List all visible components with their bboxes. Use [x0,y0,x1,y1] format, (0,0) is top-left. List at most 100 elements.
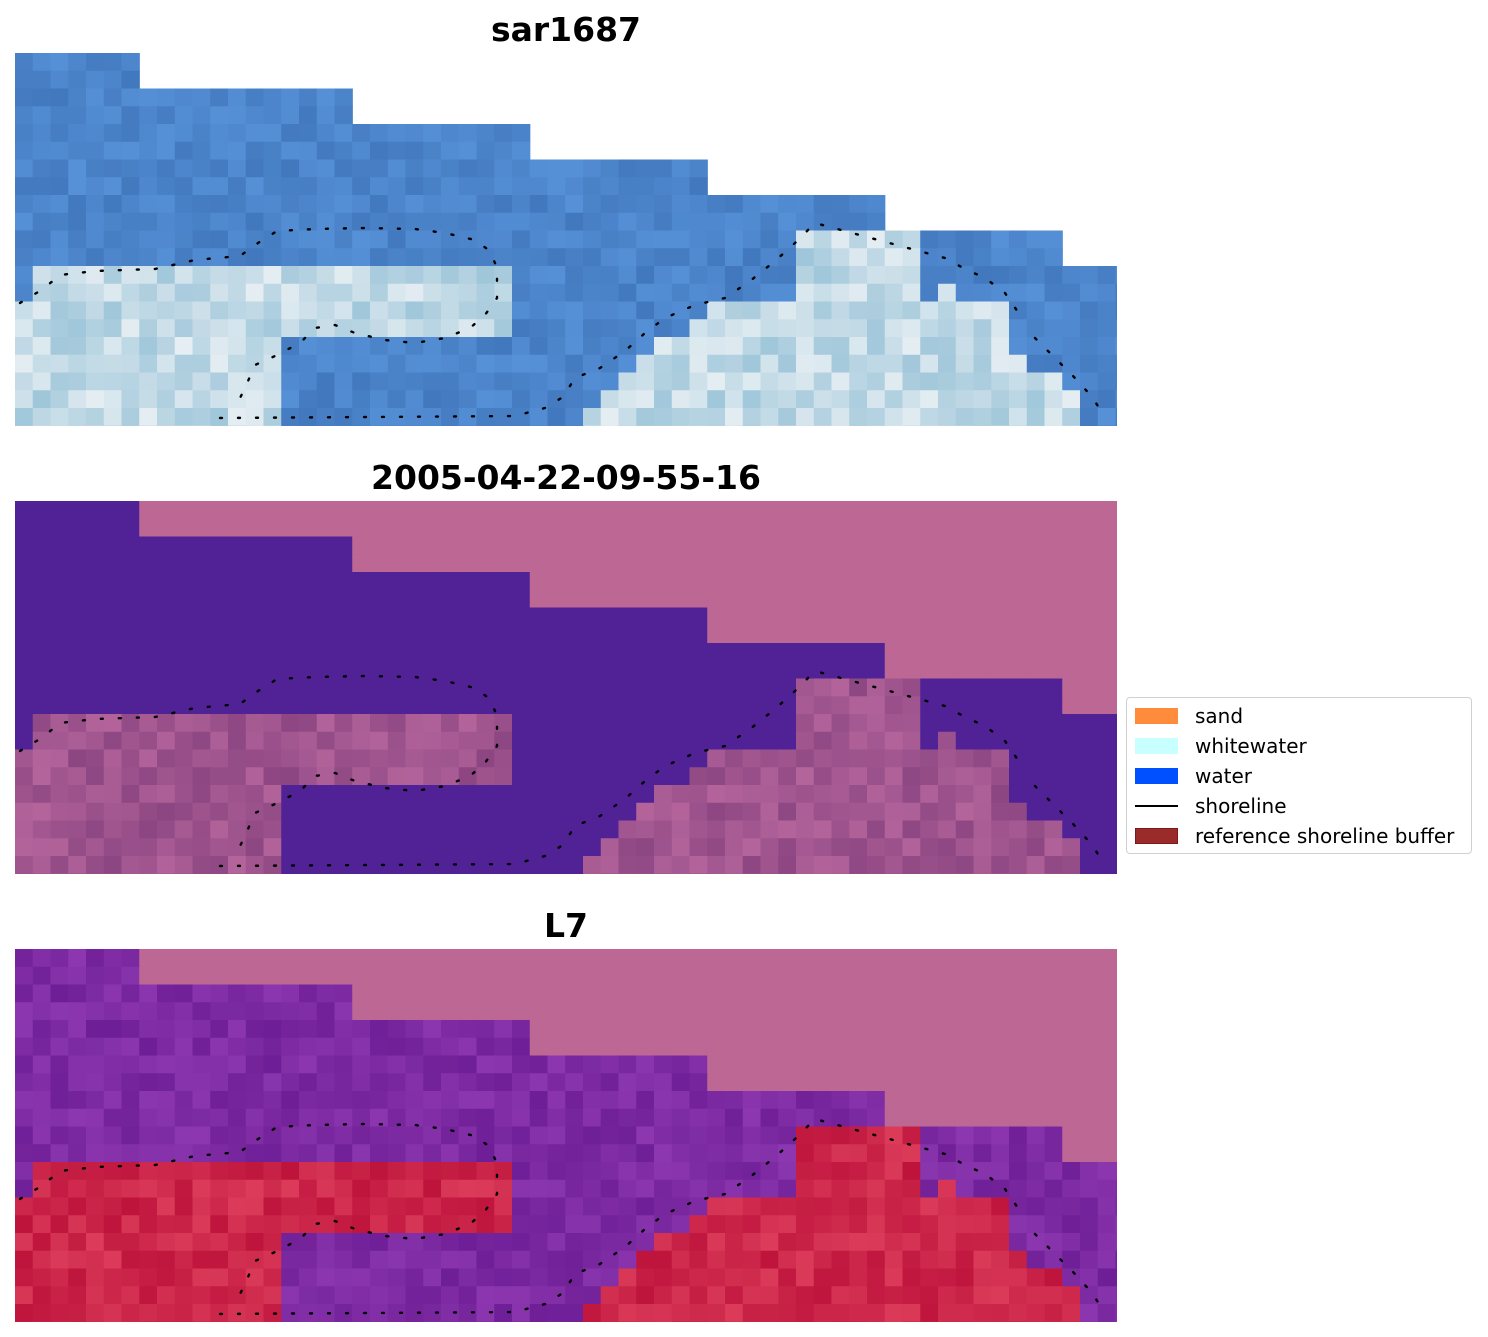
raster-cell [742,838,762,857]
raster-cell [86,1250,105,1270]
raster-cell [139,625,158,644]
raster-cell [334,802,353,822]
raster-cell [831,589,850,609]
raster-cell [707,949,726,968]
raster-cell [654,1002,673,1021]
raster-cell [583,372,602,391]
raster-cell [1062,301,1081,320]
raster-cell [689,589,708,609]
raster-cell [938,820,957,839]
raster-cell [742,1233,762,1252]
raster-cell [210,949,229,968]
raster-cell [370,660,389,680]
raster-cell [867,643,886,662]
raster-cell [512,390,531,409]
raster-cell [849,749,868,768]
legend-label-sand: sand [1195,704,1244,728]
raster-cell [281,660,300,680]
raster-cell [707,536,726,555]
raster-cell [121,1162,140,1181]
raster-cell [405,554,424,573]
raster-cell [867,337,886,356]
raster-cell [405,195,424,214]
raster-cell [583,696,602,715]
raster-cell [121,856,140,874]
raster-cell [32,141,52,161]
raster-cell [228,230,247,249]
raster-cell [565,1108,584,1128]
raster-cell [228,1144,247,1163]
raster-cell [742,678,762,697]
raster-cell [689,966,708,986]
raster-cell [387,1268,407,1287]
raster-cell [529,714,549,733]
raster-cell [263,714,282,733]
raster-cell [760,1108,779,1128]
raster-cell [281,678,300,697]
raster-cell [920,1055,939,1074]
raster-cell [512,408,531,426]
raster-cell [1080,554,1099,573]
raster-cell [920,731,939,751]
raster-cell [423,767,442,786]
raster-cell [103,749,123,768]
raster-cell [813,660,833,680]
raster-cell [174,696,194,715]
raster-cell [281,248,300,267]
raster-cell [654,625,673,644]
raster-cell [334,106,353,125]
raster-cell [991,678,1010,697]
raster-cell [583,1197,602,1216]
raster-cell [991,554,1010,573]
raster-cell [1062,966,1081,986]
raster-cell [707,1144,726,1163]
raster-cell [867,408,886,426]
raster-cell [654,354,673,374]
raster-cell [494,1197,513,1216]
raster-cell [281,88,300,107]
raster-cell [139,283,158,303]
raster-cell [423,1055,442,1074]
raster-cell [86,230,105,249]
raster-cell [1044,337,1063,356]
raster-cell [1062,518,1081,538]
raster-cell [1009,319,1028,338]
raster-cell [512,678,531,697]
raster-cell [86,696,105,715]
raster-cell [955,283,975,303]
raster-cell [299,518,318,538]
raster-cell [174,1055,194,1074]
raster-cell [86,248,105,267]
raster-cell [68,1126,87,1145]
raster-cell [121,248,140,267]
raster-cell [1044,678,1063,697]
raster-cell [1115,1055,1117,1074]
raster-cell [583,1233,602,1252]
raster-cell [32,660,52,680]
raster-cell [387,124,407,143]
raster-cell [867,1144,886,1163]
raster-cell [547,749,566,768]
raster-cell [387,625,407,644]
raster-cell [139,1268,158,1287]
raster-cell [121,301,140,320]
raster-cell [902,785,921,804]
raster-cell [50,1002,69,1021]
raster-cell [973,1091,992,1110]
raster-cell [636,1233,655,1252]
raster-cell [1062,820,1081,839]
raster-cell [813,1144,833,1163]
raster-cell [583,949,602,968]
raster-cell [139,248,158,267]
raster-cell [210,785,229,804]
raster-cell [938,1073,957,1092]
raster-cell [50,408,69,426]
raster-cell [654,949,673,968]
raster-cell [707,1215,726,1234]
raster-cell [973,518,992,538]
raster-cell [423,589,442,609]
raster-cell [15,53,34,72]
raster-cell [50,966,69,986]
raster-cell [884,1286,904,1305]
raster-cell [352,1144,371,1163]
